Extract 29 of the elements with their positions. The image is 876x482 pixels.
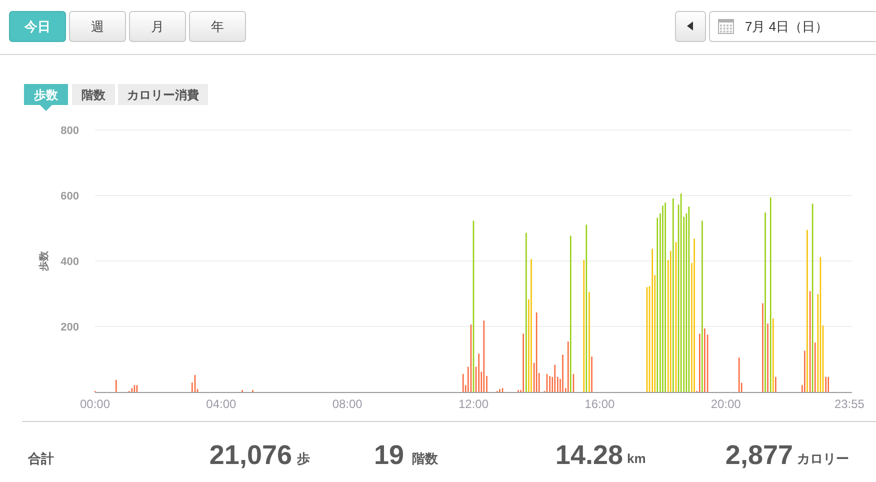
y-tick-label: 600: [60, 190, 79, 202]
x-tick-label: 23:55: [834, 397, 865, 411]
text: km: [627, 451, 646, 466]
y-tick-label: 400: [60, 256, 79, 268]
x-tick-label: 08:00: [332, 397, 363, 411]
text: 月: [151, 19, 164, 34]
text: カロリー: [797, 451, 849, 466]
text: 19: [374, 440, 404, 470]
text: 階数: [412, 451, 439, 466]
text: カロリー消費: [127, 88, 199, 102]
x-tick-label: 16:00: [584, 397, 616, 411]
text: 年: [211, 19, 224, 34]
x-tick-label: 04:00: [206, 397, 237, 411]
text: 2,877: [725, 440, 793, 470]
x-tick-label: 00:00: [80, 397, 110, 411]
x-tick-label: 20:00: [710, 397, 742, 411]
text: 14.28: [555, 440, 623, 470]
text: 合計: [27, 451, 54, 466]
y-tick-label: 200: [60, 322, 79, 334]
text: 7月 4日（日）: [745, 19, 828, 34]
text: 階数: [82, 88, 106, 102]
text: 21,076: [209, 440, 292, 470]
text: 今日: [24, 19, 50, 34]
x-tick-label: 12:00: [458, 397, 489, 411]
text: 歩数: [33, 88, 59, 102]
y-tick-label: 800: [60, 125, 79, 137]
text: 歩: [296, 451, 310, 466]
text: 週: [91, 19, 104, 34]
y-axis-title: 歩数: [38, 250, 50, 272]
